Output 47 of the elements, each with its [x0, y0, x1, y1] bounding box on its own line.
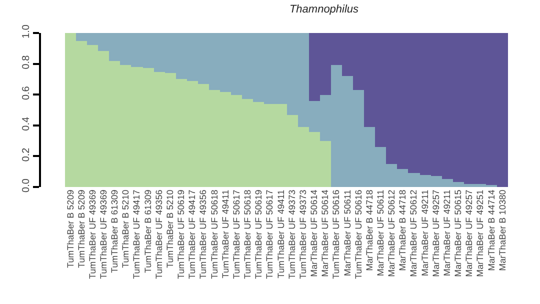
- x-tick-label: MarThaBer UF 50612: [386, 190, 397, 277]
- x-tick-label: MarThaBer UF 49257: [464, 190, 474, 277]
- x-tick-label: MarThaBer UF 50614: [320, 190, 330, 277]
- y-tick-label: 1.0: [21, 24, 32, 38]
- x-tick-label: TumThaBer UF 49373: [298, 190, 308, 280]
- x-tick-label: TumThaBer UF 49417: [132, 190, 142, 280]
- x-tick-label: TumThaBer B 5209: [76, 190, 86, 268]
- x-tick-label: MarThaBer B 44714: [486, 190, 496, 271]
- x-tick-label: TumThaBer UF 49417: [187, 190, 198, 280]
- x-tick-label: MarThaBer UF 49251: [475, 190, 486, 277]
- x-tick-label: TumThaBer B 5210: [120, 190, 131, 268]
- x-tick-label: MarThaBer UF 49211: [420, 190, 430, 276]
- x-tick-label: MarThaBer UF 49211: [442, 190, 452, 276]
- x-tick-label: TumThaBer UF 50617: [231, 190, 242, 280]
- x-tick-label: TumThaBer UF 49411: [220, 190, 230, 278]
- x-tick-label: MarThaBer B 44718: [364, 190, 374, 271]
- x-tick-label: TumThaBer UF 50616: [331, 190, 342, 280]
- x-tick-label: TumThaBer UF 49356: [198, 190, 208, 280]
- chart-title: Thamnophilus: [289, 3, 360, 16]
- x-tick-label: MarThaBer UF 50611: [376, 190, 386, 276]
- x-tick-label: MarThaBer UF 50611: [342, 190, 352, 276]
- x-tick-label: TumThaBer UF 50618: [242, 190, 253, 280]
- x-tick-label: TumThaBer UF 50619: [254, 190, 264, 280]
- x-tick-label: TumThaBer B 61309: [110, 190, 120, 274]
- x-tick-label: MarThaBer UF 50612: [408, 190, 419, 277]
- x-tick-label: TumThaBer UF 49373: [286, 190, 297, 280]
- x-tick-label: TumThaBer UF 50619: [176, 190, 186, 280]
- x-tick-label: TumThaBer UF 50616: [353, 190, 364, 280]
- x-tick-label: MarThaBer B 10380: [497, 190, 508, 271]
- x-tick-label: TumThaBer UF 50618: [209, 190, 220, 280]
- x-tick-label: MarThaBer UF 49257: [430, 190, 441, 277]
- x-tick-label: TumThaBer B 5209: [65, 190, 76, 268]
- x-tick-label: MarThaBer UF 50614: [309, 190, 320, 277]
- y-tick-label: 0.6: [21, 86, 32, 100]
- x-tick-label: MarThaBer UF 50615: [453, 190, 464, 277]
- x-tick-label: TumThaBer B 61309: [142, 190, 153, 274]
- y-tick-label: 0.2: [21, 147, 32, 162]
- x-tick-label: TumThaBer UF 49356: [154, 190, 164, 280]
- x-tick-label: MarThaBer B 44718: [398, 190, 408, 271]
- x-tick-label: TumThaBer UF 50617: [264, 190, 275, 280]
- y-tick-label: 0.8: [21, 54, 32, 70]
- x-tick-label: TumThaBer UF 49369: [87, 190, 98, 280]
- y-tick-label: 0.4: [21, 116, 32, 131]
- x-tick-label: TumThaBer UF 49411: [276, 190, 286, 278]
- x-tick-label: TumThaBer B 5210: [164, 190, 175, 268]
- x-tick-label: TumThaBer UF 49369: [98, 190, 109, 280]
- y-tick-label: 0.0: [21, 178, 32, 192]
